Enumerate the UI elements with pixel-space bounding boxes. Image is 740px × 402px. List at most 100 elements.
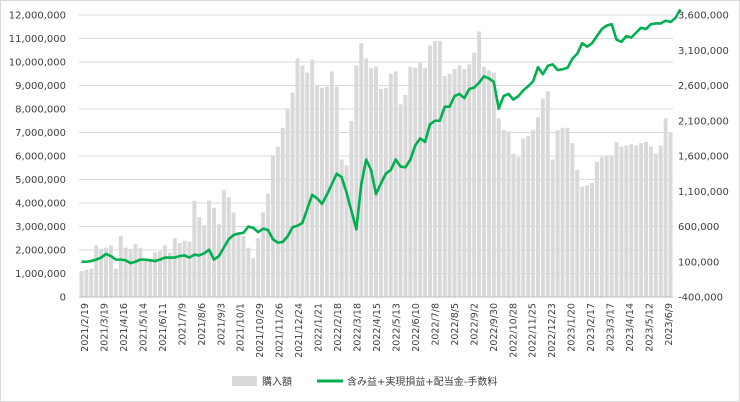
bar	[599, 157, 604, 297]
bar	[442, 76, 447, 297]
bar	[423, 67, 428, 297]
bar	[540, 98, 545, 297]
x-tick-label: 2023/2/17	[586, 303, 597, 352]
bar	[604, 156, 609, 297]
x-tick-label: 2022/9/30	[489, 303, 500, 352]
bar	[624, 145, 629, 297]
left-tick-label: 0	[60, 293, 66, 304]
bar	[658, 145, 663, 297]
x-axis: 2021/2/19 2021/3/19 2021/4/16 2021/5/14 2021…	[79, 296, 675, 358]
bar	[491, 72, 496, 297]
left-tick-label: 9,000,000	[15, 81, 66, 92]
bar	[457, 65, 462, 298]
right-tick-label: 3,100,000	[678, 46, 729, 57]
bar	[531, 130, 536, 297]
bar	[315, 85, 320, 297]
bar	[167, 252, 172, 297]
bar	[123, 247, 128, 297]
bar	[560, 127, 565, 297]
x-tick-label: 2021/10/1	[236, 303, 247, 352]
bar	[418, 62, 423, 297]
x-tick-label: 2021/6/11	[158, 303, 169, 352]
x-tick-label: 2023/6/9	[664, 303, 675, 346]
bar	[482, 66, 486, 297]
bar	[359, 43, 364, 298]
bar	[94, 245, 99, 297]
bar	[501, 130, 506, 297]
bar	[290, 92, 295, 297]
bar	[236, 234, 241, 297]
left-tick-label: 11,000,000	[9, 34, 66, 45]
bar	[295, 58, 300, 297]
x-tick-label: 2022/2/18	[333, 303, 344, 352]
bar	[521, 138, 526, 297]
x-tick-label: 2021/7/9	[177, 303, 188, 346]
bar	[285, 109, 290, 297]
x-tick-label: 2022/10/28	[508, 303, 519, 358]
bar	[280, 127, 285, 297]
x-tick-label: 2022/9/2	[469, 303, 480, 346]
bar	[486, 70, 491, 297]
left-tick-label: 10,000,000	[9, 58, 66, 69]
bar	[496, 118, 501, 298]
bar	[369, 67, 374, 297]
bar	[148, 260, 153, 297]
legend-label-line: 含み益+実現損益+配当金-手数料	[347, 375, 497, 388]
legend-label-bar: 購入額	[262, 375, 292, 388]
bar	[393, 71, 398, 298]
bar	[472, 52, 477, 297]
bar	[570, 143, 575, 297]
bar	[594, 161, 599, 297]
x-tick-label: 2021/8/6	[197, 303, 208, 346]
bar	[354, 65, 359, 298]
x-tick-label: 2021/5/14	[138, 303, 149, 352]
bar	[118, 235, 123, 297]
bar	[634, 145, 639, 297]
bar	[128, 248, 133, 297]
bar	[639, 143, 644, 297]
bar	[447, 73, 452, 297]
bar	[536, 117, 540, 297]
bar	[241, 235, 246, 297]
bar	[383, 87, 388, 297]
bar	[614, 141, 619, 297]
bar	[275, 146, 280, 297]
bar	[462, 69, 467, 297]
bar	[403, 94, 408, 298]
left-tick-label: 8,000,000	[15, 105, 66, 116]
bar	[138, 247, 143, 297]
bar	[374, 66, 378, 297]
bar	[506, 131, 511, 297]
bar	[256, 238, 261, 297]
bar	[575, 170, 580, 297]
bar	[231, 212, 236, 297]
bar	[216, 224, 221, 297]
bar	[334, 86, 339, 297]
bar	[388, 73, 393, 297]
bar	[550, 159, 555, 297]
bar	[221, 190, 226, 297]
bar	[364, 58, 369, 297]
left-tick-label: 12,000,000	[9, 11, 66, 22]
bar	[133, 244, 138, 297]
right-y-axis: -400,000 100,000 600,000 1,100,000 1,600,000…	[678, 11, 729, 304]
right-tick-label: 2,100,000	[678, 116, 729, 127]
x-tick-label: 2022/1/21	[314, 303, 325, 352]
bar	[177, 242, 182, 297]
bar	[408, 66, 413, 297]
bar	[320, 87, 324, 297]
bar	[378, 89, 383, 298]
bar	[516, 157, 521, 297]
bar	[668, 132, 673, 297]
bar	[99, 248, 104, 297]
bar	[187, 241, 192, 297]
bar	[580, 186, 585, 297]
bar	[619, 146, 624, 297]
bar	[565, 127, 570, 297]
x-tick-label: 2023/1/20	[567, 303, 578, 352]
x-tick-label: 2022/5/13	[391, 303, 402, 352]
bar	[428, 45, 432, 297]
bar	[339, 159, 344, 297]
bar	[162, 245, 167, 297]
left-tick-label: 6,000,000	[15, 152, 66, 163]
